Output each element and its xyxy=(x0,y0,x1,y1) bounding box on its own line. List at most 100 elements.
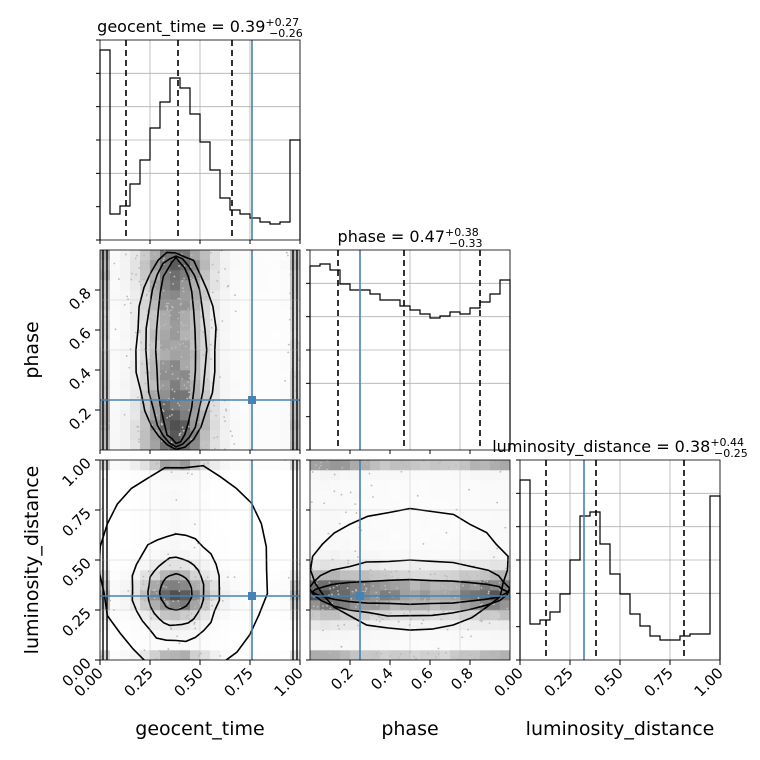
density-cell xyxy=(250,510,261,521)
density-cell xyxy=(150,330,161,341)
sample-point xyxy=(155,592,158,594)
sample-point xyxy=(333,490,336,493)
density-cell xyxy=(460,580,471,591)
sample-point xyxy=(157,297,160,300)
density-cell xyxy=(240,350,251,361)
density-cell xyxy=(420,590,431,601)
sample-point xyxy=(185,616,188,619)
sample-point xyxy=(156,582,159,585)
density-cell xyxy=(400,600,411,611)
sample-point xyxy=(213,404,215,407)
density-cell xyxy=(280,570,291,581)
sample-point xyxy=(468,488,471,491)
density-cell xyxy=(320,500,331,511)
sample-point xyxy=(440,584,443,587)
sample-point xyxy=(504,612,507,615)
sample-point xyxy=(140,284,142,286)
density-cell xyxy=(490,550,501,561)
density-cell xyxy=(320,490,331,501)
density-cell xyxy=(450,600,461,611)
density-cell xyxy=(260,590,271,601)
density-cell xyxy=(170,550,181,561)
density-cell xyxy=(110,530,121,541)
density-cell xyxy=(310,490,321,501)
sample-point xyxy=(453,656,456,659)
density-cell xyxy=(360,550,371,561)
density-cell xyxy=(230,400,241,411)
sample-point xyxy=(466,574,468,577)
density-cell xyxy=(340,600,351,611)
density-cell xyxy=(360,470,371,481)
density-cell xyxy=(410,490,421,501)
sample-point xyxy=(449,588,452,590)
density-cell xyxy=(230,280,241,291)
density-cell xyxy=(220,410,231,421)
sample-point xyxy=(234,294,236,297)
density-cell xyxy=(240,360,251,371)
sample-point xyxy=(420,622,423,625)
density-cell xyxy=(190,310,201,321)
density-cell xyxy=(280,650,291,660)
density-cell xyxy=(240,410,251,421)
y-tick-label-phase: 0.6 xyxy=(65,324,95,354)
density-cell xyxy=(110,440,121,450)
density-cell xyxy=(290,460,300,471)
sample-point xyxy=(417,605,419,608)
density-cell xyxy=(420,500,431,511)
y-tick-label-luminosity_distance: 0.75 xyxy=(58,504,94,540)
sample-point xyxy=(185,339,188,341)
density-cell xyxy=(220,480,231,491)
sample-point xyxy=(323,575,325,578)
density-cell xyxy=(110,270,121,281)
density-cell xyxy=(250,640,261,651)
density-cell xyxy=(190,430,201,441)
sample-point xyxy=(114,328,117,331)
sample-point xyxy=(150,617,153,620)
density-cell xyxy=(250,440,261,450)
density-cell xyxy=(360,580,371,591)
density-cell xyxy=(160,270,171,281)
density-cell xyxy=(150,520,161,531)
sample-point xyxy=(139,592,142,595)
density-cell xyxy=(280,440,291,450)
density-cell xyxy=(100,420,111,431)
density-cell xyxy=(270,340,281,351)
density-cell xyxy=(470,510,481,521)
sample-point xyxy=(403,612,406,615)
sample-point xyxy=(383,568,386,571)
sample-point xyxy=(146,310,149,313)
density-cell xyxy=(470,650,481,660)
density-cell xyxy=(360,500,371,511)
sample-point xyxy=(371,614,374,616)
density-cell xyxy=(290,480,300,491)
sample-point xyxy=(153,589,156,592)
sample-point xyxy=(180,302,183,305)
density-cell xyxy=(450,480,461,491)
density-cell xyxy=(250,390,261,401)
sample-point xyxy=(369,568,372,571)
sample-point xyxy=(177,581,180,584)
density-cell xyxy=(140,460,151,471)
density-cell xyxy=(200,490,211,501)
density-cell xyxy=(170,400,181,411)
density-cell xyxy=(260,600,271,611)
density-cell xyxy=(170,440,181,450)
sample-point xyxy=(136,254,138,257)
density-cell xyxy=(280,610,291,621)
density-cell xyxy=(150,270,161,281)
density-cell xyxy=(250,410,261,421)
density-cell xyxy=(450,470,461,481)
sample-point xyxy=(339,616,342,619)
density-cell xyxy=(320,650,331,660)
density-cell xyxy=(270,260,281,271)
sample-point xyxy=(196,345,199,348)
density-cell xyxy=(370,540,381,551)
density-cell xyxy=(130,250,141,261)
density-cell xyxy=(120,340,131,351)
density-cell xyxy=(410,550,421,561)
density-cell xyxy=(230,500,241,511)
sample-point xyxy=(355,588,357,591)
sample-point xyxy=(354,606,357,608)
density-cell xyxy=(170,510,181,521)
sample-point xyxy=(224,268,226,270)
